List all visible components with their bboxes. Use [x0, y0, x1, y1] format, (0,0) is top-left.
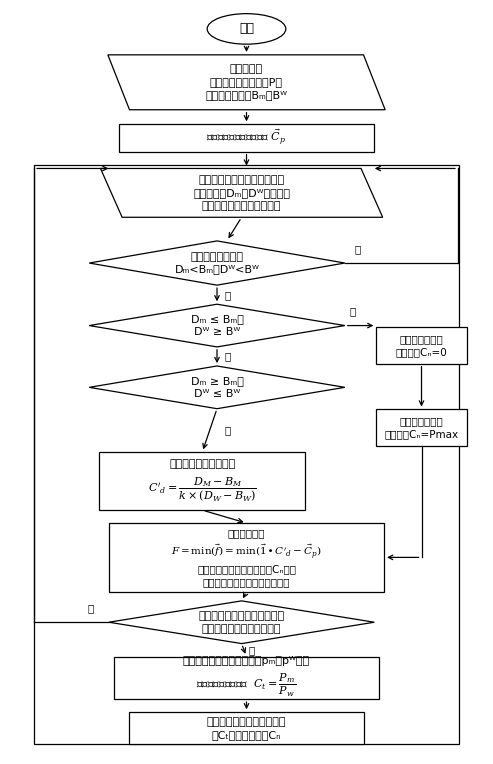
Bar — [114, 656, 379, 699]
Bar — [129, 712, 364, 744]
Text: 控制对应空闲厕位开门方向
使Cₜ接近直至等于Cₙ: 控制对应空闲厕位开门方向 使Cₜ接近直至等于Cₙ — [207, 717, 286, 740]
Text: 是: 是 — [249, 645, 255, 655]
Bar — [99, 452, 306, 510]
Text: 求最优目标値
$F = \min(\vec{f}) = \min(\vec{1}\bullet C'_d - \vec{C}_p)$
并输出目标男女资源分配比C: 求最优目标値 $F = \min(\vec{f}) = \min(\vec{1}… — [171, 528, 322, 587]
Text: 输出目标男女资
源分配比Cₙ=Pmax: 输出目标男女资 源分配比Cₙ=Pmax — [385, 416, 458, 439]
Bar — [34, 165, 459, 744]
Polygon shape — [89, 304, 345, 347]
Text: 否: 否 — [224, 426, 231, 435]
Text: 通过人体检测模块判断公共厕
位中是否有空闲状态的厕所: 通过人体检测模块判断公共厕 位中是否有空闲状态的厕所 — [199, 611, 284, 633]
Text: Dₘ ≤ Bₘ且
Dᵂ ≥ Bᵂ: Dₘ ≤ Bₘ且 Dᵂ ≥ Bᵂ — [191, 314, 244, 337]
Text: 否: 否 — [224, 290, 231, 299]
Polygon shape — [101, 169, 383, 217]
Text: 输出目标男女资
源分配比Cₙ=0: 输出目标男女资 源分配比Cₙ=0 — [396, 334, 447, 357]
Text: 计算男女资源分配比序列 $\vec{C}_p$: 计算男女资源分配比序列 $\vec{C}_p$ — [206, 128, 287, 148]
Text: 否: 否 — [88, 603, 94, 613]
Text: 是: 是 — [354, 244, 361, 254]
Text: 通过人流统计模块获取实际男
女候厕人数Dₘ与Dᵂ，同时获
取各厕所人体检测模块状态: 通过人流统计模块获取实际男 女候厕人数Dₘ与Dᵂ，同时获 取各厕所人体检测模块状… — [193, 175, 290, 211]
Bar — [376, 410, 467, 446]
Bar — [109, 523, 384, 592]
Polygon shape — [108, 55, 385, 110]
Bar — [376, 327, 467, 364]
Polygon shape — [89, 241, 345, 285]
Bar — [119, 125, 374, 152]
Text: 男女实际候厕人数
Dₘ<Bₘ且Dᵂ<Bᵂ: 男女实际候厕人数 Dₘ<Bₘ且Dᵂ<Bᵂ — [175, 251, 259, 274]
Text: 开始: 开始 — [239, 22, 254, 35]
Ellipse shape — [207, 14, 286, 44]
Text: 获取实际公共男女厕位数量pₘ及pᵂ计算
实际男女资源分配比  $C_t = \dfrac{P_m}{P_w}$: 获取实际公共男女厕位数量pₘ及pᵂ计算 实际男女资源分配比 $C_t = \df… — [183, 656, 310, 699]
Text: 否: 否 — [224, 351, 231, 361]
Polygon shape — [89, 366, 345, 409]
Text: Dₘ ≥ Bₘ且
Dᵂ ≤ Bᵂ: Dₘ ≥ Bₘ且 Dᵂ ≤ Bᵂ — [191, 376, 244, 399]
Polygon shape — [109, 601, 374, 643]
Text: 初始化公厕
公共区域厠位资源总P及
男女基本资源数Bₘ及Bᵂ: 初始化公厕 公共区域厠位资源总P及 男女基本资源数Bₘ及Bᵂ — [206, 64, 287, 100]
Text: 是: 是 — [350, 306, 356, 316]
Text: 求理论男女资源分配比
$C'_d = \dfrac{D_M - B_M}{k\times(D_W - B_W)}$: 求理论男女资源分配比 $C'_d = \dfrac{D_M - B_M}{k\t… — [148, 459, 257, 503]
